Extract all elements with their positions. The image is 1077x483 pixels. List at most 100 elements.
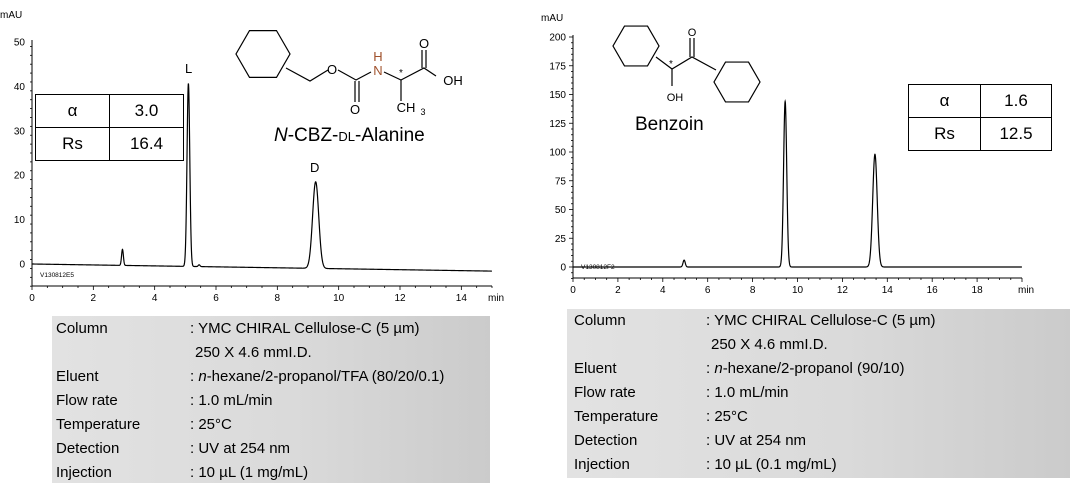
y-tick-label: 30 [14,126,26,137]
title-dl: DL [338,129,356,144]
peak-label-l: L [185,61,193,76]
run-id: V130812E5 [40,272,74,279]
x-tick-label: 16 [927,285,939,296]
condition-label: Column [56,320,108,337]
y-tick-label: 20 [14,171,26,182]
stats-table-alanine: α 3.0 Rs 16.4 [35,94,184,161]
benzene-ring-icon [612,25,660,67]
condition-label: Temperature [56,416,141,433]
x-tick-label: 12 [394,293,406,304]
atom-oh: OH [667,92,684,104]
condition-label: Detection [56,440,120,457]
condition-value: 250 X 4.6 mmI.D. [195,344,312,361]
x-tick-label: 4 [660,285,666,296]
y-tick-label: 150 [549,90,566,101]
atom-ch3-sub: 3 [420,107,425,117]
x-tick-label: 4 [152,293,158,304]
x-axis-unit: min [488,293,504,304]
x-tick-label: 8 [275,293,281,304]
chiral-star: * [669,59,673,70]
bond [285,67,329,82]
condition-value: : 25°C [190,416,232,433]
atom-n: N [373,63,382,78]
y-tick-label: 75 [555,176,567,187]
y-tick-label: 125 [549,119,566,130]
x-tick-label: 2 [615,285,621,296]
bond [655,56,717,71]
condition-value: : n-hexane/2-propanol (90/10) [706,360,905,377]
alpha-label: α [908,84,981,118]
condition-label: Eluent [56,368,99,385]
y-axis-unit: mAU [541,13,563,24]
atom-oh: OH [443,73,463,88]
x-tick-label: 8 [750,285,756,296]
condition-value: : UV at 254 nm [190,440,291,457]
italic-n: n [198,368,207,385]
y-tick-label: 100 [549,148,566,159]
condition-label: Flow rate [574,384,636,401]
condition-label: Injection [56,464,112,481]
compound-title-benzoin: Benzoin [635,114,704,135]
rs-value: 16.4 [109,127,184,161]
y-tick-label: 50 [555,205,567,216]
chromatogram-trace [573,99,1022,268]
compound-title-alanine: N-CBZ-DL-Alanine [274,125,425,147]
condition-label: Flow rate [56,392,118,409]
x-tick-label: 0 [570,285,576,296]
stats-table-benzoin: α 1.6 Rs 12.5 [908,84,1052,151]
alpha-value: 1.6 [980,84,1052,118]
y-tick-label: 0 [560,263,566,274]
x-tick-label: 10 [333,293,345,304]
atom-o: O [419,36,429,51]
conditions-panel-alanine: Column : YMC CHIRAL Cellulose-C (5 µm) 250… [52,316,490,483]
y-tick-label: 40 [14,82,26,93]
y-tick-label: 25 [555,234,567,245]
title-italic-n: N [274,125,288,146]
y-tick-label: 50 [14,38,26,49]
condition-label: Eluent [574,360,617,377]
x-tick-label: 6 [705,285,711,296]
atom-ch3: CH [397,100,416,115]
rs-value: 12.5 [980,117,1052,151]
atom-o: O [327,62,337,77]
condition-value: : 10 µL (1 mg/mL) [190,464,309,481]
condition-label: Column [574,312,626,329]
y-tick-label: 10 [14,215,26,226]
chiral-star: * [399,68,403,79]
condition-value: 250 X 4.6 mmI.D. [711,336,828,353]
x-tick-label: 0 [29,293,35,304]
condition-label: Temperature [574,408,659,425]
condition-value: : 1.0 mL/min [706,384,789,401]
peak-label-d: D [310,160,320,175]
y-tick-label: 175 [549,61,566,72]
condition-label: Injection [574,456,630,473]
condition-value: : UV at 254 nm [706,432,807,449]
y-axis-unit: mAU [0,10,22,21]
benzene-ring-icon [235,30,291,78]
title-suffix: -Alanine [355,125,425,146]
condition-value: : n-hexane/2-propanol/TFA (80/20/0.1) [190,368,445,385]
atom-h: H [373,49,382,64]
x-tick-label: 18 [972,285,984,296]
italic-n: n [714,360,723,377]
y-tick-label: 0 [19,260,25,271]
condition-value: : 1.0 mL/min [190,392,273,409]
alpha-label: α [35,94,110,128]
benzene-ring-icon [713,61,761,103]
chromatogram-trace [32,83,492,272]
conditions-panel-benzoin: Column : YMC CHIRAL Cellulose-C (5 µm) 250… [567,309,1070,478]
condition-value: : YMC CHIRAL Cellulose-C (5 µm) [190,320,420,337]
condition-value: : 10 µL (0.1 mg/mL) [706,456,837,473]
title-mid: -CBZ- [287,125,339,146]
x-tick-label: 2 [91,293,97,304]
x-tick-label: 6 [213,293,219,304]
x-tick-label: 12 [837,285,849,296]
x-tick-label: 10 [792,285,804,296]
x-tick-label: 14 [456,293,468,304]
bond [383,67,437,81]
y-tick-label: 200 [549,33,566,44]
condition-value: : YMC CHIRAL Cellulose-C (5 µm) [706,312,936,329]
bond [337,69,372,81]
x-axis-unit: min [1018,285,1034,296]
